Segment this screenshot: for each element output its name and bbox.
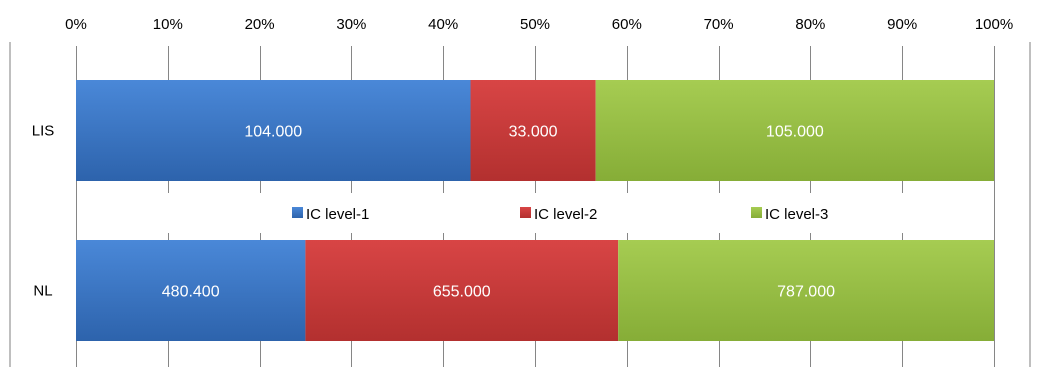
data-label: 655.000 xyxy=(433,284,491,301)
data-label: 787.000 xyxy=(777,284,835,301)
x-tick-label: 60% xyxy=(612,16,642,33)
bar-segment xyxy=(76,80,471,181)
y-axis-category-labels: LIS NL xyxy=(32,123,55,300)
x-axis-tick-labels: 0% 10% 20% 30% 40% 50% 60% 70% 80% 90% 100% xyxy=(65,16,1013,33)
legend-swatch xyxy=(520,207,531,218)
legend-label: IC level-3 xyxy=(765,206,828,223)
legend-label: IC level-1 xyxy=(306,206,369,223)
x-tick-label: 20% xyxy=(245,16,275,33)
legend-swatch xyxy=(751,207,762,218)
category-label: NL xyxy=(33,283,52,300)
x-tick-label: 40% xyxy=(428,16,458,33)
x-tick-label: 30% xyxy=(336,16,366,33)
legend-background xyxy=(77,193,994,233)
legend: IC level-1 IC level-2 IC level-3 xyxy=(77,193,994,233)
bar-segment xyxy=(470,80,596,181)
x-tick-label: 50% xyxy=(520,16,550,33)
x-tick-label: 70% xyxy=(704,16,734,33)
legend-swatch xyxy=(292,207,303,218)
data-label: 480.400 xyxy=(162,284,220,301)
bar-segment xyxy=(305,240,619,341)
x-tick-label: 0% xyxy=(65,16,87,33)
plot-frame xyxy=(9,42,1031,367)
x-tick-label: 10% xyxy=(153,16,183,33)
legend-label: IC level-2 xyxy=(534,206,597,223)
x-tick-label: 90% xyxy=(887,16,917,33)
bar-segment xyxy=(595,80,994,181)
data-label: 105.000 xyxy=(766,124,824,141)
bars xyxy=(76,80,994,341)
data-label: 104.000 xyxy=(244,124,302,141)
x-tick-label: 80% xyxy=(795,16,825,33)
category-label: LIS xyxy=(32,123,55,140)
bar-segment xyxy=(618,240,994,341)
data-labels: 104.000 33.000 105.000 480.400 655.000 787.00… xyxy=(162,124,835,301)
data-label: 33.000 xyxy=(509,124,558,141)
bar-segment xyxy=(76,240,306,341)
x-tick-label: 100% xyxy=(975,16,1013,33)
